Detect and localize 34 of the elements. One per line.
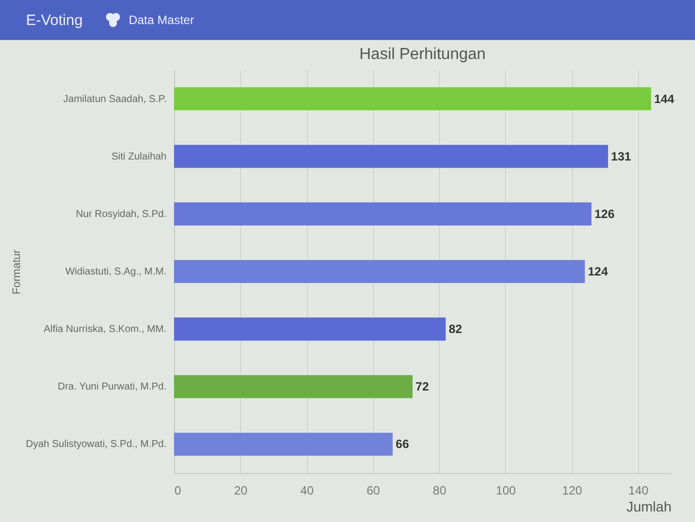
x-tick-label: 20 [234,484,248,498]
x-tick-label: 40 [300,484,314,498]
data-label: 72 [416,380,430,394]
chart-title: Hasil Perhitungan [359,46,486,63]
y-tick-label: Nur Rosyidah, S.Pd. [76,208,166,220]
bar [174,375,413,398]
x-tick-label: 0 [174,484,182,498]
bar [174,202,592,226]
x-tick-label: 120 [562,484,582,498]
bar [174,87,652,110]
bar [174,144,608,168]
y-tick-label: Alfia Nurriska, S.Kom., MM. [44,324,166,336]
y-tick-label: Siti Zulaihah [111,151,166,162]
data-label: 131 [611,149,632,164]
y-tick-label: Jamilatun Saadah, S.P. [63,94,166,105]
data-label: 82 [448,322,462,336]
bar [174,260,585,284]
x-tick-label: 60 [366,484,380,498]
data-label: 126 [594,206,615,221]
x-tick-label: 140 [628,484,649,498]
data-label: 66 [396,437,410,452]
y-tick-label: Dra. Yuni Purwati, M.Pd. [58,382,166,393]
bar [174,432,393,456]
text: Data Master [128,13,194,27]
text: E-Voting [26,12,83,28]
bar [174,318,446,341]
data-label: 124 [588,264,608,278]
x-axis-title: Jumlah [626,498,672,514]
y-tick-label: Dyah Sulistyowati, S.Pd., M.Pd. [26,439,166,450]
x-tick-label: 100 [496,484,516,498]
y-axis-title: Formatur [10,249,23,294]
y-tick-label: Widiastuti, S.Ag., M.M. [65,266,166,278]
data-label: 144 [654,92,674,106]
x-tick-label: 80 [432,484,447,498]
